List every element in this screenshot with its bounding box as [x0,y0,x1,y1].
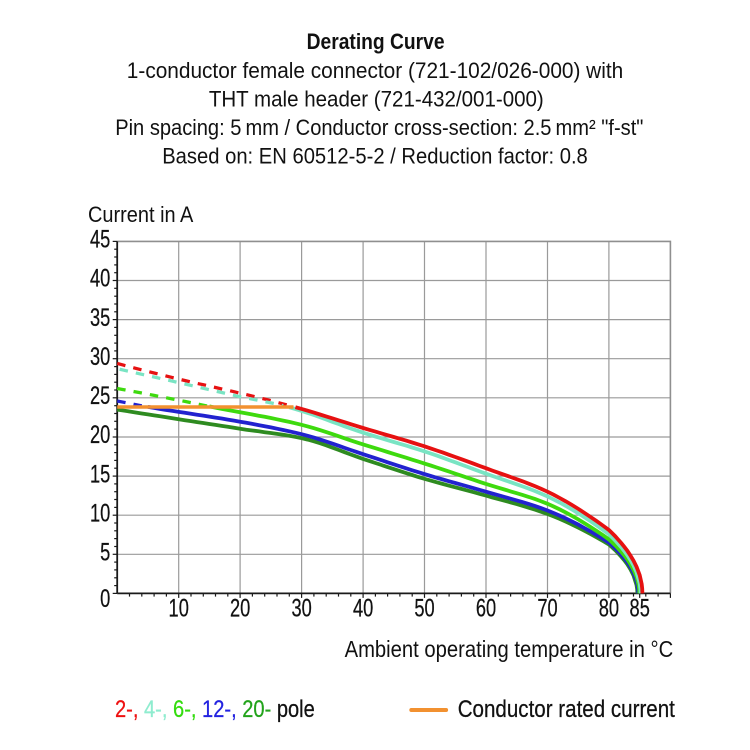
svg-text:40: 40 [353,594,373,623]
svg-text:45: 45 [90,225,110,254]
svg-text:Ambient operating temperature: Ambient operating temperature in °C [345,636,674,663]
svg-text:10: 10 [169,594,189,623]
svg-text:10: 10 [90,499,110,528]
svg-text:THT male header (721-432/001-0: THT male header (721-432/001-000) [209,87,544,112]
svg-text:15: 15 [90,459,110,488]
svg-text:Pin spacing: 5 mm / Conductor: Pin spacing: 5 mm / Conductor cross-sect… [115,116,643,140]
svg-text:80: 80 [599,594,619,623]
svg-text:30: 30 [291,594,311,623]
svg-text:0: 0 [100,584,110,613]
svg-text:1-conductor female connector (: 1-conductor female connector (721-102/02… [127,58,623,83]
svg-text:2-, 4-, 6-, 12-, 20- pole: 2-, 4-, 6-, 12-, 20- pole [115,695,315,722]
svg-text:20: 20 [230,594,250,623]
svg-text:70: 70 [537,594,557,623]
svg-text:40: 40 [90,264,110,293]
svg-text:20: 20 [90,420,110,449]
svg-text:25: 25 [90,381,110,410]
svg-text:35: 35 [90,303,110,332]
svg-text:85: 85 [630,594,650,623]
svg-text:60: 60 [476,594,496,623]
svg-text:5: 5 [100,538,110,567]
svg-text:Conductor rated current: Conductor rated current [458,696,676,723]
svg-text:Current in A: Current in A [88,203,194,227]
svg-text:Based on: EN 60512-5-2 / Reduc: Based on: EN 60512-5-2 / Reduction facto… [162,145,588,169]
svg-text:30: 30 [90,342,110,371]
svg-text:50: 50 [414,594,434,623]
svg-text:Derating Curve: Derating Curve [307,30,445,54]
